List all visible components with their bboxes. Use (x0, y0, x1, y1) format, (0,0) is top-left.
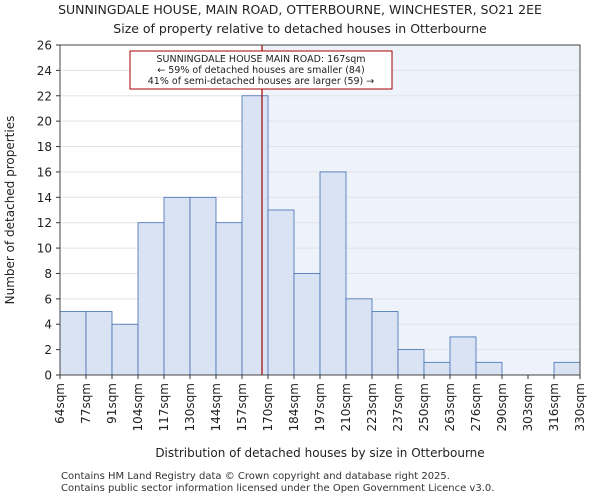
x-axis: 64sqm 77sqm 91sqm 104sqm 117sqm 130sqm 144sqm 1… (53, 375, 587, 431)
bar (137, 222, 165, 376)
bar (449, 336, 477, 376)
x-tick-label: 104sqm (131, 383, 145, 431)
x-tick-label: 263sqm (443, 383, 457, 431)
footer-line-1: Contains HM Land Registry data © Crown c… (61, 471, 450, 482)
x-tick-label: 144sqm (209, 383, 223, 431)
bar (267, 209, 295, 376)
x-tick-label: 117sqm (157, 383, 171, 431)
y-tick-label: 26 (37, 39, 52, 53)
chart-title: SUNNINGDALE HOUSE, MAIN ROAD, OTTERBOURN… (58, 2, 542, 17)
bar (111, 323, 139, 376)
y-tick-label: 20 (37, 115, 52, 129)
footer-line-2: Contains public sector information licen… (61, 483, 495, 494)
x-tick-label: 91sqm (105, 383, 119, 424)
y-tick-label: 18 (37, 140, 52, 154)
y-tick-label: 6 (44, 292, 52, 306)
y-tick-label: 0 (44, 369, 52, 383)
bar (293, 273, 321, 376)
bar (345, 298, 373, 376)
annotation-line-3: 41% of semi-detached houses are larger (… (148, 76, 375, 87)
bar (163, 196, 191, 376)
annotation-line-1: SUNNINGDALE HOUSE MAIN ROAD: 167sqm (157, 54, 366, 65)
y-tick-label: 12 (37, 216, 52, 230)
y-axis-label: Number of detached properties (3, 116, 17, 305)
x-tick-label: 210sqm (339, 383, 353, 431)
x-tick-label: 237sqm (391, 383, 405, 431)
bar (397, 349, 425, 376)
x-tick-label: 157sqm (235, 383, 249, 431)
y-tick-label: 4 (44, 318, 52, 332)
annotation-frame (129, 50, 393, 90)
x-tick-label: 330sqm (573, 383, 587, 431)
x-tick-label: 64sqm (53, 383, 67, 424)
bar (241, 95, 269, 376)
x-tick-label: 197sqm (313, 383, 327, 431)
annotation-box: SUNNINGDALE HOUSE MAIN ROAD: 167sqm ← 59… (129, 50, 393, 90)
bar (215, 222, 243, 376)
y-tick-label: 14 (37, 191, 52, 205)
x-tick-label: 170sqm (261, 383, 275, 431)
bar (475, 361, 503, 376)
x-tick-label: 77sqm (79, 383, 93, 424)
bar (371, 311, 399, 376)
x-tick-label: 276sqm (469, 383, 483, 431)
bar (85, 311, 113, 376)
x-tick-label: 303sqm (521, 383, 535, 431)
y-tick-label: 8 (44, 267, 52, 281)
chart-subtitle: Size of property relative to detached ho… (113, 21, 487, 36)
x-tick-label: 184sqm (287, 383, 301, 431)
y-tick-label: 22 (37, 89, 52, 103)
x-axis-label: Distribution of detached houses by size … (155, 446, 484, 460)
bar (59, 311, 87, 376)
x-tick-label: 223sqm (365, 383, 379, 431)
x-tick-label: 290sqm (495, 383, 509, 431)
y-tick-label: 2 (44, 343, 52, 357)
annotation-line-2: ← 59% of detached houses are smaller (84… (157, 65, 364, 76)
y-tick-label: 24 (37, 64, 52, 78)
bars (59, 95, 581, 376)
x-tick-label: 316sqm (547, 383, 561, 431)
y-tick-label: 16 (37, 165, 52, 179)
x-tick-label: 130sqm (183, 383, 197, 431)
y-tick-label: 10 (37, 242, 52, 256)
bar (189, 196, 217, 376)
bar (423, 361, 451, 376)
x-tick-label: 250sqm (417, 383, 431, 431)
bar (553, 361, 581, 376)
bar (319, 171, 347, 376)
